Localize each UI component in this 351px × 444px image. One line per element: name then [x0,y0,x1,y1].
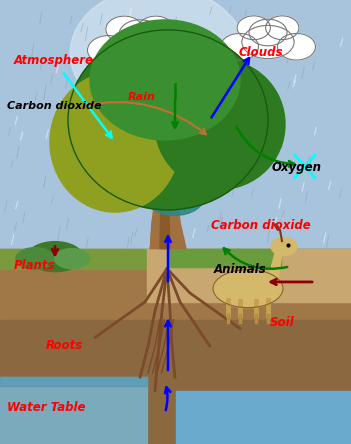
Polygon shape [150,111,186,249]
Ellipse shape [106,16,143,42]
Ellipse shape [16,248,54,270]
Polygon shape [168,249,281,267]
Text: Clouds: Clouds [239,45,283,59]
Ellipse shape [249,19,287,46]
Ellipse shape [213,270,283,308]
Text: Roots: Roots [46,338,83,352]
Polygon shape [175,138,196,186]
Text: Carbon dioxide: Carbon dioxide [211,218,310,232]
Ellipse shape [50,72,180,212]
Ellipse shape [70,0,246,120]
Text: Plants: Plants [14,258,55,272]
Ellipse shape [145,175,205,215]
Polygon shape [160,111,170,249]
Ellipse shape [242,25,294,59]
Ellipse shape [90,20,240,140]
Polygon shape [138,133,155,186]
Ellipse shape [237,16,270,40]
Polygon shape [176,391,351,444]
Text: Soil: Soil [270,316,295,329]
Ellipse shape [87,36,130,65]
Polygon shape [268,253,282,280]
Text: Carbon dioxide: Carbon dioxide [7,101,101,111]
Ellipse shape [119,20,161,49]
Ellipse shape [151,36,192,65]
Text: Animals: Animals [214,263,267,276]
Ellipse shape [111,27,169,63]
Text: Atmosphere: Atmosphere [14,54,94,67]
Ellipse shape [155,59,285,189]
Ellipse shape [54,249,90,269]
Ellipse shape [278,33,316,60]
Text: Rain: Rain [128,92,156,102]
Polygon shape [147,249,351,302]
Ellipse shape [68,30,268,210]
Ellipse shape [266,16,299,40]
Text: Water Table: Water Table [7,400,86,414]
Text: Oxygen: Oxygen [272,161,322,174]
Ellipse shape [137,16,174,42]
Polygon shape [0,0,351,275]
Ellipse shape [27,242,82,272]
Ellipse shape [220,33,258,60]
Polygon shape [0,377,147,444]
Ellipse shape [271,238,297,255]
